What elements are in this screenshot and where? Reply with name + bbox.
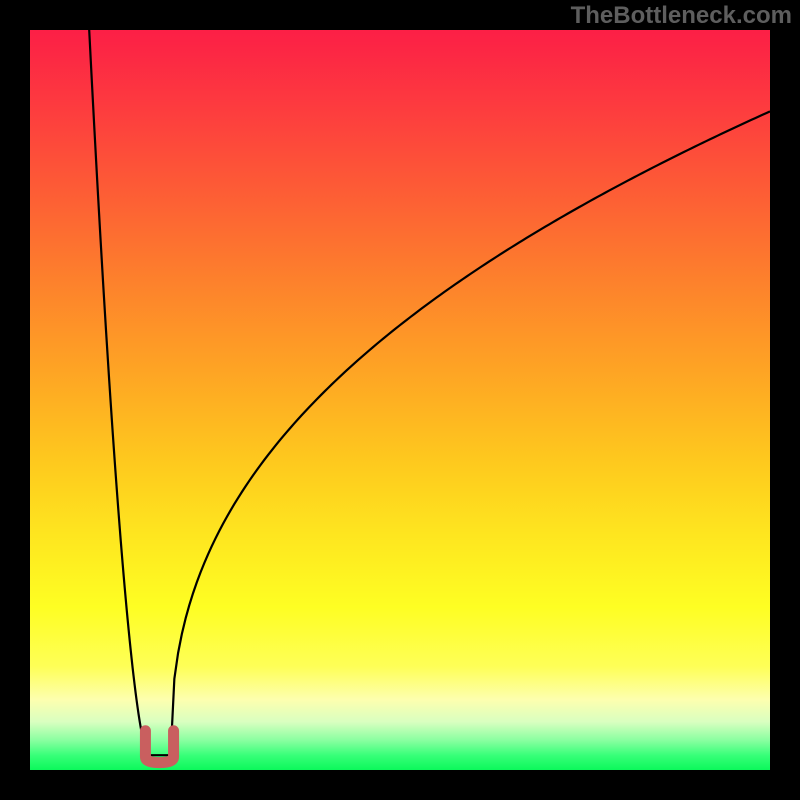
gradient-background <box>30 30 770 770</box>
chart-frame: TheBottleneck.com <box>0 0 800 800</box>
plot-area <box>30 30 770 770</box>
watermark-text: TheBottleneck.com <box>571 2 792 30</box>
bottleneck-chart-svg <box>30 30 770 770</box>
